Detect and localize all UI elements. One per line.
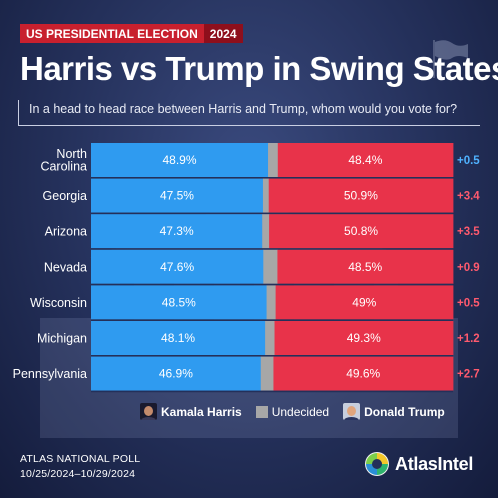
election-year-badge: 2024	[203, 24, 243, 43]
harris-value-label: 47.5%	[160, 189, 194, 203]
trump-value-label: 48.5%	[348, 260, 382, 274]
brand-name: AtlasIntel	[395, 453, 474, 474]
harris-value-label: 48.9%	[162, 153, 196, 167]
legend-undecided-label: Undecided	[271, 404, 330, 419]
election-tag: US PRESIDENTIAL ELECTION 2024	[20, 24, 243, 43]
trump-value-label: 49.6%	[346, 367, 380, 381]
harris-avatar-icon	[140, 403, 157, 420]
trump-value-label: 50.9%	[344, 189, 378, 203]
trump-value-label: 49.3%	[347, 331, 381, 345]
margin-label: +1.2	[457, 333, 480, 345]
undecided-bar	[263, 249, 278, 284]
state-label: Wisconsin	[30, 296, 87, 310]
harris-bar	[91, 214, 263, 249]
undecided-bar	[260, 356, 274, 391]
trump-bar	[273, 356, 454, 391]
poll-question: In a head to head race between Harris an…	[18, 100, 480, 126]
harris-bar	[91, 356, 262, 391]
trump-bar	[274, 321, 454, 355]
state-label: Arizona	[45, 225, 87, 239]
harris-value-label: 46.9%	[159, 367, 193, 381]
trump-value-label: 49%	[352, 295, 376, 309]
harris-value-label: 47.3%	[160, 224, 194, 238]
undecided-bar	[262, 178, 270, 213]
state-label: Nevada	[44, 260, 87, 274]
state-label: Carolina	[40, 160, 87, 174]
margin-label: +2.7	[457, 369, 480, 381]
trump-value-label: 48.4%	[348, 153, 382, 167]
harris-bar	[91, 178, 264, 213]
state-label: North	[56, 147, 87, 161]
undecided-bar	[268, 143, 279, 177]
trump-bar	[277, 249, 454, 284]
trump-avatar-icon	[343, 403, 361, 420]
margin-label: +3.5	[457, 226, 480, 238]
poll-dates: 10/25/2024–10/29/2024	[20, 468, 136, 480]
legend-trump-label: Donald Trump	[364, 404, 445, 419]
election-tag-label: US PRESIDENTIAL ELECTION	[20, 24, 204, 43]
page-title: Harris vs Trump in Swing States	[20, 50, 498, 87]
undecided-bar	[265, 321, 275, 355]
harris-bar	[91, 249, 264, 284]
chart-legend: Kamala Harris Undecided Donald Trump	[140, 403, 459, 420]
trump-bar	[277, 143, 454, 177]
harris-value-label: 48.5%	[162, 295, 196, 309]
undecided-bar	[266, 285, 277, 320]
undecided-bar	[262, 214, 270, 249]
harris-value-label: 48.1%	[161, 331, 195, 345]
state-label: Michigan	[37, 332, 87, 346]
legend-harris-label: Kamala Harris	[161, 404, 242, 419]
state-label: Pennsylvania	[13, 367, 87, 381]
state-label: Georgia	[43, 189, 88, 203]
brand-logo: AtlasIntel	[364, 451, 473, 477]
poll-name: ATLAS NATIONAL POLL	[20, 453, 141, 465]
margin-label: +0.5	[457, 155, 480, 167]
trump-bar	[268, 178, 454, 213]
trump-value-label: 50.8%	[344, 224, 378, 238]
margin-label: +3.4	[457, 191, 480, 203]
flag-icon	[433, 40, 468, 78]
harris-value-label: 47.6%	[160, 260, 194, 274]
legend-item-harris: Kamala Harris	[140, 403, 242, 420]
poll-info: ATLAS NATIONAL POLL 10/25/2024–10/29/202…	[20, 452, 140, 482]
harris-bar	[91, 285, 267, 320]
harris-bar	[91, 321, 266, 355]
legend-item-trump: Donald Trump	[343, 403, 445, 420]
atlasintel-logo-icon	[365, 452, 389, 476]
legend-item-undecided: Undecided	[255, 404, 330, 419]
margin-label: +0.5	[457, 297, 480, 309]
trump-bar	[269, 214, 454, 249]
harris-bar	[91, 143, 269, 177]
margin-label: +0.9	[457, 262, 480, 274]
undecided-swatch	[255, 405, 268, 418]
trump-bar	[275, 285, 454, 320]
